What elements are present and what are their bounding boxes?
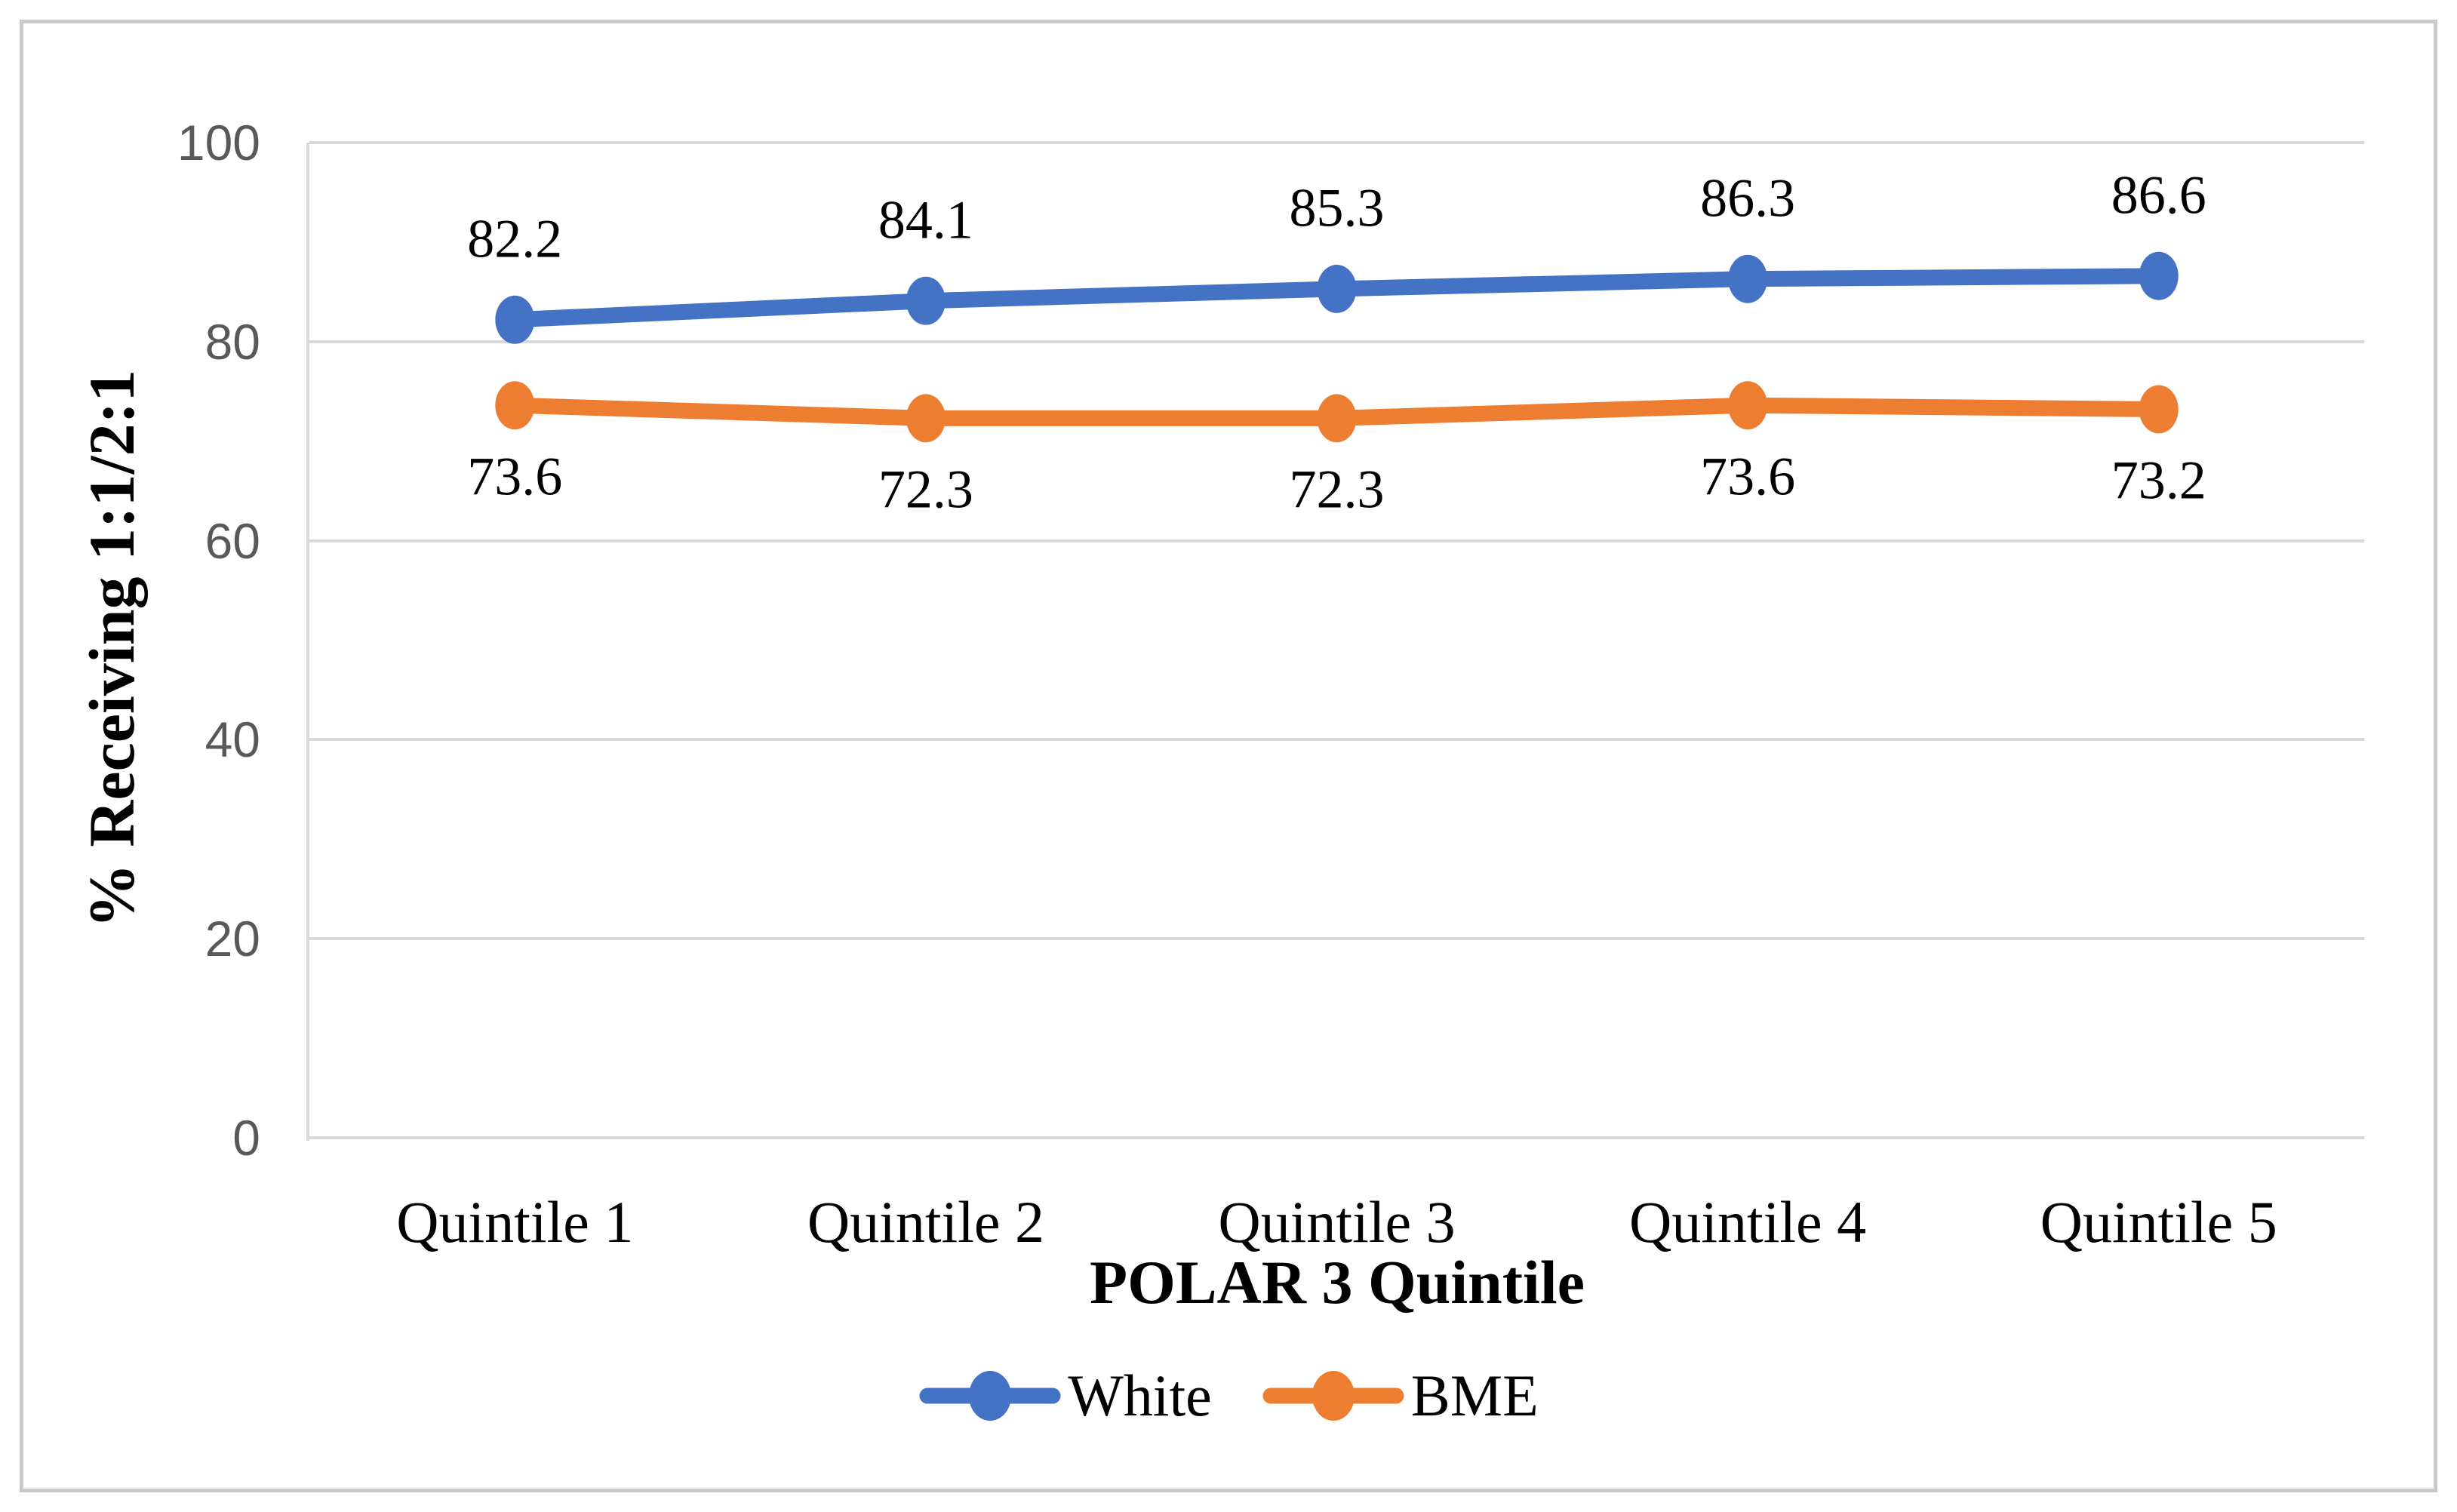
y-tick-label: 0 <box>232 1110 260 1166</box>
line-with-circle-marker-icon <box>919 1371 1061 1421</box>
data-point-marker-bme <box>1317 394 1357 443</box>
gridline-80 <box>309 340 2364 343</box>
data-point-marker-white <box>906 276 946 325</box>
data-label-bme: 73.2 <box>2111 450 2206 511</box>
data-label-white: 86.3 <box>1700 167 1796 229</box>
x-axis-labels: Quintile 1 Quintile 2 Quintile 3 Quintile 4… <box>309 1188 2364 1264</box>
data-point-marker-white <box>1728 254 1768 303</box>
x-category-label: Quintile 3 <box>1218 1189 1456 1255</box>
data-label-bme: 72.3 <box>878 459 973 520</box>
data-label-bme: 73.6 <box>1700 446 1796 507</box>
data-point-marker-bme <box>495 381 535 430</box>
gridline-0 <box>309 1136 2364 1139</box>
x-axis-title: POLAR 3 Quintile <box>1089 1248 1585 1317</box>
x-category-label: Quintile 5 <box>2040 1189 2277 1255</box>
y-tick-label: 20 <box>204 911 260 967</box>
data-label-white: 82.2 <box>467 208 563 269</box>
data-label-white: 84.1 <box>878 189 973 250</box>
y-tick-label: 80 <box>204 313 260 370</box>
y-tick-label: 60 <box>204 512 260 569</box>
chart-frame <box>20 20 2437 1492</box>
data-label-bme: 73.6 <box>467 446 563 507</box>
data-label-white: 85.3 <box>1289 177 1385 238</box>
data-point-marker-white <box>495 295 535 344</box>
legend: White BME <box>0 1358 2457 1434</box>
gridline-100 <box>309 141 2364 144</box>
x-category-label: Quintile 1 <box>396 1189 634 1255</box>
data-point-marker-bme <box>1728 381 1768 430</box>
data-point-marker-white <box>1317 264 1357 313</box>
data-label-white: 86.6 <box>2111 164 2206 226</box>
data-point-marker-bme <box>906 394 946 443</box>
y-axis-ticks: 0 20 40 60 80 100 <box>0 118 260 1163</box>
legend-item-bme: BME <box>1262 1362 1539 1430</box>
gridline-60 <box>309 539 2364 542</box>
data-point-marker-white <box>2139 251 2179 300</box>
series-plot <box>495 251 2179 443</box>
y-tick-label: 100 <box>177 115 260 171</box>
y-axis-line <box>306 143 309 1141</box>
y-tick-label: 40 <box>204 711 260 768</box>
gridline-20 <box>309 937 2364 941</box>
legend-item-white: White <box>918 1362 1212 1430</box>
data-point-marker-bme <box>2139 385 2179 434</box>
legend-label-bme: BME <box>1410 1363 1539 1428</box>
line-with-circle-marker-icon <box>1262 1371 1404 1421</box>
plot-area: 82.2 84.1 85.3 86.3 86.6 73.6 72.3 72.3 73.6 73.2 <box>309 141 2364 1139</box>
legend-label-white: White <box>1068 1363 1212 1428</box>
gridline-40 <box>309 738 2364 742</box>
data-label-bme: 72.3 <box>1289 459 1385 520</box>
x-category-label: Quintile 4 <box>1629 1189 1867 1255</box>
x-category-label: Quintile 2 <box>807 1189 1044 1255</box>
